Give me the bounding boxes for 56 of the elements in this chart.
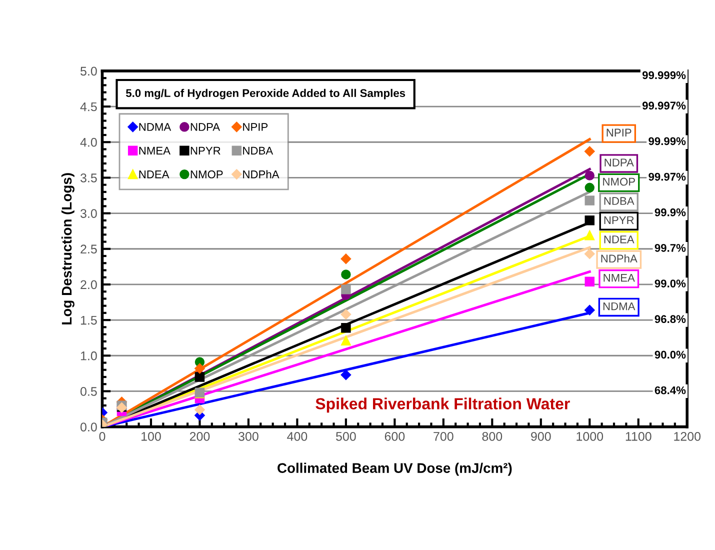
series-label: NDBA: [604, 197, 634, 205]
y-tick-label: 2.5: [80, 244, 97, 254]
y-tick-label: 4.0: [80, 138, 97, 147]
x-tick-label: 700: [434, 432, 454, 441]
x-tick-label: 1000: [576, 432, 604, 441]
annotation: 99.997%: [642, 102, 686, 110]
x-tick-label: 100: [142, 432, 161, 441]
x-tick-label: 900: [531, 432, 551, 441]
series-label: NPYR: [604, 216, 634, 224]
x-tick-label: 1100: [626, 432, 652, 441]
legend-label: NDEA: [139, 170, 170, 178]
annotation: 99.0%: [654, 280, 686, 288]
y-tick-label: 0.0: [80, 422, 97, 432]
series-label: NDMA: [603, 302, 636, 310]
y-tick-label: 1.5: [80, 316, 97, 325]
series-label: NDPhA: [601, 254, 638, 262]
y-tick-label: 2.0: [80, 280, 97, 290]
x-tick-label: 500: [336, 432, 356, 441]
x-tick-label: 1200: [674, 432, 701, 441]
legend-label: NPYR: [190, 146, 220, 154]
series-label: NDEA: [604, 236, 634, 244]
legend-label: NMEA: [139, 146, 170, 154]
series-label: NPIP: [606, 128, 632, 136]
y-tick-label: 3.5: [80, 174, 97, 182]
x-tick-label: 0: [99, 432, 106, 441]
x-axis-title: Collimated Beam UV Dose (mJ/cm²): [278, 462, 512, 476]
annotation: 68.4%: [654, 386, 686, 394]
annotation: 99.9%: [654, 208, 686, 216]
series-label: NDPA: [604, 158, 634, 166]
annotation: 99.999%: [642, 71, 686, 80]
x-tick-label: 800: [482, 432, 502, 441]
legend-label: NDBA: [243, 146, 274, 154]
series-label: NMEA: [604, 274, 635, 282]
annotation: Spiked Riverbank Filtration Water: [316, 398, 570, 413]
legend-label: NMOP: [190, 170, 223, 178]
x-tick-label: 200: [190, 432, 210, 441]
legend-label: NDMA: [139, 123, 172, 131]
y-tick-label: 1.0: [80, 351, 97, 360]
annotation: 5.0 mg/L of Hydrogen Peroxide Added to All Samples: [126, 88, 406, 100]
annotation: 96.8%: [654, 315, 686, 324]
y-tick-label: 3.0: [80, 209, 97, 218]
annotation: 99.7%: [654, 244, 686, 252]
legend-label: NPIP: [243, 123, 268, 131]
y-axis-title: Log Destruction (Logs): [61, 173, 74, 324]
legend-label: NDPhA: [243, 170, 280, 178]
y-tick-label: 5.0: [80, 66, 97, 76]
annotation: 99.97%: [648, 172, 686, 181]
annotation: 90.0%: [654, 350, 686, 359]
legend-label: NDPA: [190, 123, 220, 131]
y-tick-label: 4.5: [80, 102, 97, 112]
series-label: NMOP: [603, 178, 635, 186]
x-tick-label: 600: [384, 432, 405, 441]
x-tick-label: 400: [287, 432, 308, 441]
x-tick-label: 300: [238, 432, 258, 441]
annotation: 99.99%: [648, 137, 686, 146]
y-tick-label: 0.5: [80, 387, 97, 396]
